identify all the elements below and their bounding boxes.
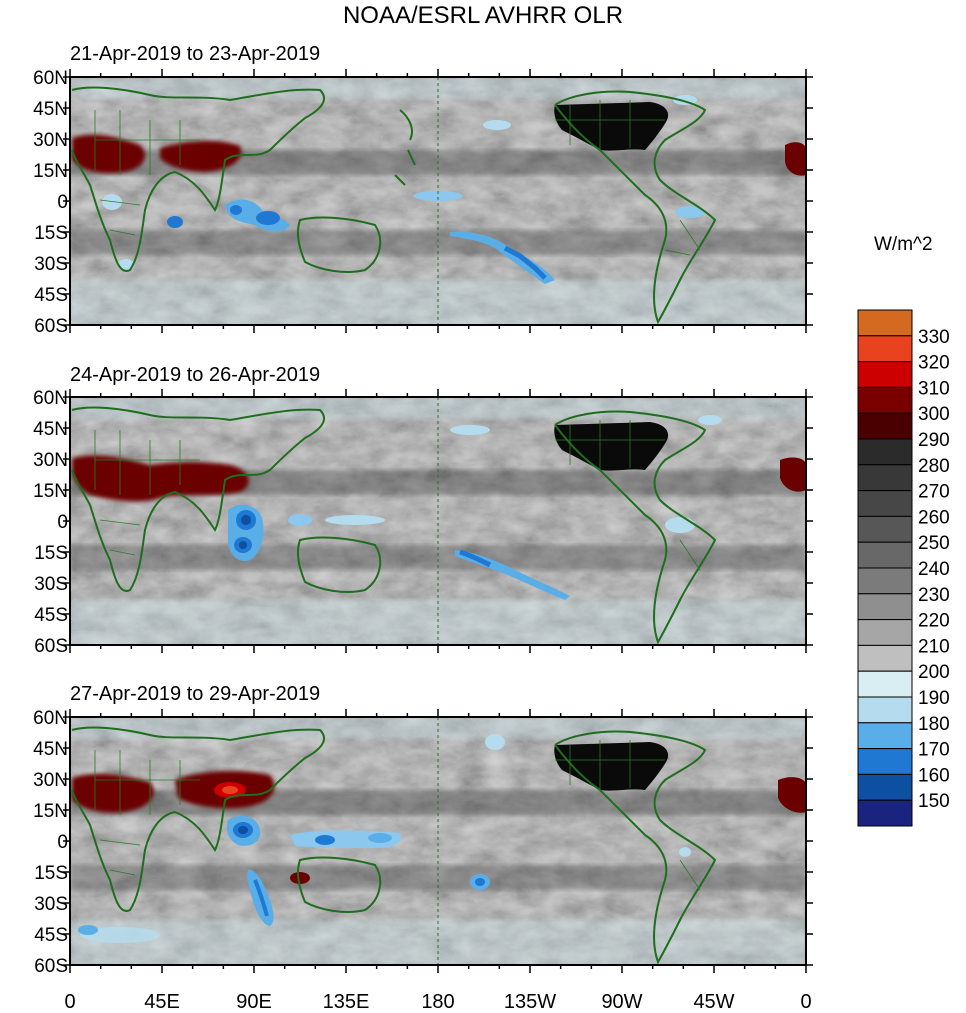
y-tick-label: 45S [34, 925, 68, 946]
y-tick-label: 30N [33, 450, 68, 471]
x-tick-label: 135E [323, 991, 370, 1013]
y-tick-label: 30N [33, 770, 68, 791]
y-tick-label: 0 [57, 512, 68, 533]
x-tick-label: 180 [421, 991, 454, 1013]
chart-title: NOAA/ESRL AVHRR OLR [342, 2, 624, 29]
panel-3-map [70, 717, 806, 965]
y-tick-label: 15N [33, 801, 68, 822]
y-tick-label: 0 [57, 192, 68, 213]
x-tick-label: 90E [236, 991, 272, 1013]
y-tick-label: 30S [34, 254, 68, 275]
panel-1-title: 21-Apr-2019 to 23-Apr-2019 [70, 43, 321, 65]
y-tick-label: 30N [33, 130, 68, 151]
panel-2-map [70, 397, 806, 645]
x-tick-label: 0 [800, 991, 811, 1013]
y-tick-label: 45N [33, 739, 68, 760]
x-tick-label: 135W [504, 991, 556, 1013]
y-tick-label: 60N [33, 708, 68, 729]
y-tick-label: 45S [34, 285, 68, 306]
x-tick-label: 45E [144, 991, 180, 1013]
y-tick-label: 30S [34, 574, 68, 595]
panel-2-ticks: 60N 45N 30N 15N 0 15S 30S 45S 60S [33, 388, 813, 657]
y-tick-label: 15S [34, 543, 68, 564]
panel-1-map [70, 77, 806, 325]
y-tick-label: 45N [33, 419, 68, 440]
colorbar-units: W/m^2 [874, 234, 933, 255]
y-tick-label: 60N [33, 68, 68, 89]
panel-1-ticks: 60N 45N 30N 15N 0 15S 30S 45S 60S [33, 68, 813, 337]
y-tick-label: 0 [57, 832, 68, 853]
y-tick-label: 60S [34, 956, 68, 977]
y-tick-label: 15S [34, 863, 68, 884]
y-tick-label: 15S [34, 223, 68, 244]
panel-3-title: 27-Apr-2019 to 29-Apr-2019 [70, 683, 321, 705]
x-tick-label: 90W [601, 991, 642, 1013]
y-tick-label: 15N [33, 161, 68, 182]
x-axis-labels: 0 45E 90E 135E 180 135W 90W 45W 0 [64, 991, 811, 1013]
x-tick-label: 45W [693, 991, 734, 1013]
y-tick-label: 15N [33, 481, 68, 502]
y-tick-label: 30S [34, 894, 68, 915]
panel-3-ticks: 60N 45N 30N 15N 0 15S 30S 45S 60S [33, 708, 813, 977]
panel-2-title: 24-Apr-2019 to 26-Apr-2019 [70, 364, 321, 386]
x-tick-label: 0 [64, 991, 75, 1013]
y-tick-label: 45S [34, 605, 68, 626]
y-tick-label: 60S [34, 636, 68, 657]
y-tick-label: 60N [33, 388, 68, 409]
y-tick-label: 45N [33, 99, 68, 120]
y-tick-label: 60S [34, 316, 68, 337]
